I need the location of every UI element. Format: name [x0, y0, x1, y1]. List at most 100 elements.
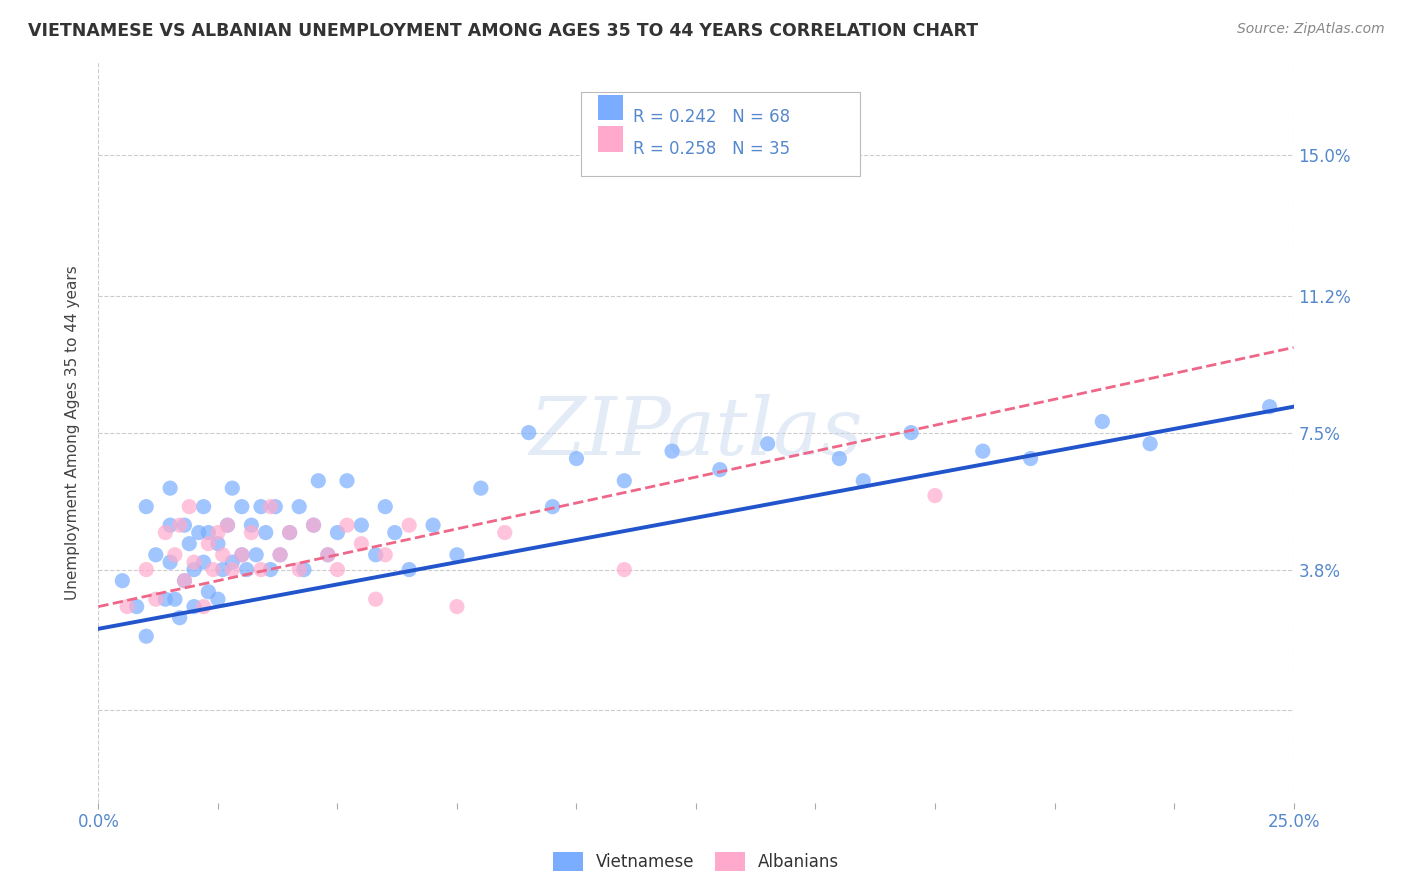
Point — [159, 555, 181, 569]
Point — [221, 563, 243, 577]
Point — [374, 500, 396, 514]
Point — [115, 599, 138, 614]
Point — [852, 474, 875, 488]
Point — [336, 474, 359, 488]
Point — [398, 563, 420, 577]
Point — [288, 563, 311, 577]
Point — [221, 481, 243, 495]
Point — [972, 444, 994, 458]
Point — [155, 592, 177, 607]
Point — [326, 563, 349, 577]
Point — [173, 574, 195, 588]
Point — [374, 548, 396, 562]
Point — [316, 548, 339, 562]
Point — [269, 548, 291, 562]
Point — [613, 563, 636, 577]
Point — [245, 548, 267, 562]
Point — [207, 592, 229, 607]
Point — [240, 525, 263, 540]
Point — [240, 518, 263, 533]
Point — [183, 599, 205, 614]
Point — [235, 563, 257, 577]
Point — [193, 500, 215, 514]
Point — [756, 436, 779, 450]
Point — [159, 481, 181, 495]
Point — [202, 563, 225, 577]
Point — [259, 500, 281, 514]
Point — [173, 574, 195, 588]
Point — [302, 518, 325, 533]
Point — [422, 518, 444, 533]
Point — [1139, 436, 1161, 450]
Point — [163, 592, 186, 607]
Point — [207, 525, 229, 540]
Point — [211, 548, 233, 562]
Point — [269, 548, 291, 562]
Point — [364, 592, 387, 607]
Point — [565, 451, 588, 466]
Point — [183, 563, 205, 577]
Point — [1019, 451, 1042, 466]
Point — [231, 548, 253, 562]
Point — [179, 536, 201, 550]
Point — [163, 548, 186, 562]
Point — [307, 474, 329, 488]
Point — [217, 518, 239, 533]
Point — [155, 525, 177, 540]
Text: VIETNAMESE VS ALBANIAN UNEMPLOYMENT AMONG AGES 35 TO 44 YEARS CORRELATION CHART: VIETNAMESE VS ALBANIAN UNEMPLOYMENT AMON… — [28, 22, 979, 40]
Point — [197, 536, 219, 550]
Point — [613, 474, 636, 488]
Point — [302, 518, 325, 533]
Point — [169, 518, 191, 533]
Point — [709, 462, 731, 476]
Point — [207, 536, 229, 550]
Point — [125, 599, 148, 614]
Point — [231, 500, 253, 514]
Point — [159, 518, 181, 533]
Point — [350, 518, 373, 533]
Point — [197, 525, 219, 540]
Point — [336, 518, 359, 533]
Point — [217, 518, 239, 533]
Point — [183, 555, 205, 569]
Point — [446, 599, 468, 614]
Point — [517, 425, 540, 440]
Point — [231, 548, 253, 562]
Text: R = 0.242   N = 68: R = 0.242 N = 68 — [633, 108, 790, 126]
Point — [193, 599, 215, 614]
Point — [924, 489, 946, 503]
Point — [221, 555, 243, 569]
Point — [173, 518, 195, 533]
Point — [111, 574, 134, 588]
Text: R = 0.258   N = 35: R = 0.258 N = 35 — [633, 140, 790, 158]
Point — [828, 451, 851, 466]
Point — [135, 629, 157, 643]
Point — [288, 500, 311, 514]
Point — [350, 536, 373, 550]
Point — [145, 548, 167, 562]
Point — [1258, 400, 1281, 414]
Point — [541, 500, 564, 514]
Point — [384, 525, 406, 540]
Point — [900, 425, 922, 440]
Point — [278, 525, 301, 540]
Point — [197, 584, 219, 599]
Point — [1091, 415, 1114, 429]
Point — [145, 592, 167, 607]
Text: Source: ZipAtlas.com: Source: ZipAtlas.com — [1237, 22, 1385, 37]
Point — [494, 525, 516, 540]
Y-axis label: Unemployment Among Ages 35 to 44 years: Unemployment Among Ages 35 to 44 years — [65, 265, 80, 600]
Legend: Vietnamese, Albanians: Vietnamese, Albanians — [544, 844, 848, 880]
Point — [135, 500, 157, 514]
Point — [264, 500, 287, 514]
Point — [446, 548, 468, 562]
Point — [135, 563, 157, 577]
Point — [292, 563, 315, 577]
Point — [316, 548, 339, 562]
Point — [187, 525, 209, 540]
Point — [179, 500, 201, 514]
Point — [661, 444, 683, 458]
Point — [193, 555, 215, 569]
Text: ZIPatlas: ZIPatlas — [529, 394, 863, 471]
Point — [326, 525, 349, 540]
